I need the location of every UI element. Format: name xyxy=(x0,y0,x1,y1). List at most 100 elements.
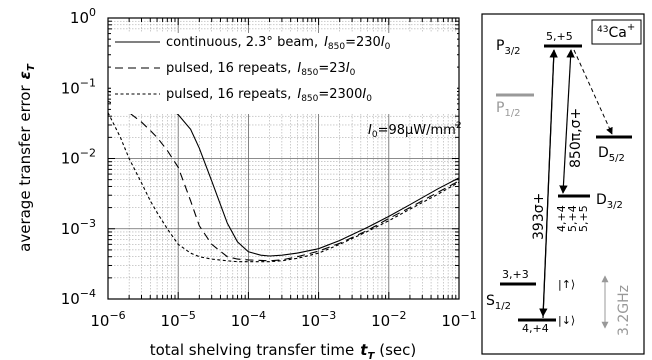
legend-value: =2300 xyxy=(318,87,362,102)
annotation-symbol: I xyxy=(368,123,372,138)
series-lines xyxy=(107,90,460,263)
chart: 10−6 10−5 10−4 10−3 10−2 10−1 10−410−310−210−… xyxy=(16,6,477,360)
y-tick-base: 10 xyxy=(61,150,80,168)
legend-subscript: 850 xyxy=(328,42,345,52)
d52-sub: 5/2 xyxy=(609,153,625,164)
p32-letter: P xyxy=(496,38,504,54)
splitting-label: 3.2GHz xyxy=(616,285,632,336)
p12-sub: 1/2 xyxy=(504,108,520,119)
y-axis-label-text: average transfer error xyxy=(16,85,34,252)
y-tick-label: 100 xyxy=(70,6,96,27)
x-tick-base: 10 xyxy=(231,312,250,330)
x-axis-unit: (sec) xyxy=(379,341,416,359)
x-tick-base: 10 xyxy=(161,312,180,330)
x-axis-label: total shelving transfer time tT (sec) xyxy=(150,341,417,360)
annotation-sup: 2 xyxy=(456,121,462,131)
s12-upper-label: 3,+3 xyxy=(502,268,529,281)
x-tick-exp: −2 xyxy=(390,309,406,322)
s12-lower-label: 4,+4 xyxy=(522,322,549,335)
s12-letter: S xyxy=(486,293,495,309)
ion-name: Ca xyxy=(608,25,626,41)
x-tick-base: 10 xyxy=(301,312,320,330)
p32-sub: 3/2 xyxy=(504,46,520,57)
d52-letter: D xyxy=(598,145,609,161)
annotation-sub: 0 xyxy=(372,130,378,140)
d32-sublevel-2: 5,+4 xyxy=(566,205,579,232)
arrow-393-return xyxy=(539,49,555,317)
x-tick-base: 10 xyxy=(441,312,460,330)
y-tick-exp: −3 xyxy=(80,217,96,230)
legend-unit-symbol: I xyxy=(346,61,350,76)
series-line-2 xyxy=(107,100,460,262)
x-tick-label: 10−5 xyxy=(161,309,196,330)
series-line-3 xyxy=(107,112,460,263)
legend-symbol: I xyxy=(297,87,301,102)
x-tick-label: 10−6 xyxy=(90,309,125,330)
ion-mass-number: 43 xyxy=(597,25,608,35)
y-tick-base: 10 xyxy=(61,79,80,97)
y-tick-base: 10 xyxy=(61,290,80,308)
legend: continuous, 2.3° beam, I850=230I0pulsed, … xyxy=(111,33,457,114)
legend-label-2: pulsed, 16 repeats, I850=23I0 xyxy=(166,61,356,78)
y-tick-base: 10 xyxy=(70,9,89,27)
legend-unit-symbol: I xyxy=(362,87,366,102)
label-p12: P1/2 xyxy=(496,100,521,119)
legend-unit-sub: 0 xyxy=(366,94,372,104)
s12-sub: 1/2 xyxy=(495,301,511,312)
y-tick-label: 10−1 xyxy=(61,76,96,97)
d32-sublevel-1: 4,+4 xyxy=(555,205,568,232)
y-tick-exp: 0 xyxy=(89,6,96,19)
label-s12: S1/2 xyxy=(486,293,511,312)
arrow-decay-d52 xyxy=(573,49,613,135)
y-axis-symbol: ε xyxy=(16,71,34,79)
legend-name: pulsed, 16 repeats, xyxy=(166,87,291,102)
label-d32: D3/2 xyxy=(596,192,623,211)
legend-background xyxy=(111,33,457,114)
legend-unit-sub: 0 xyxy=(385,42,391,52)
x-tick-exp: −5 xyxy=(180,309,196,322)
d32-sublevel-3: 5,+5 xyxy=(577,205,590,232)
x-tick-label: 10−2 xyxy=(371,309,406,330)
y-axis-subscript: T xyxy=(26,63,37,71)
y-tick-label: 10−2 xyxy=(61,147,96,168)
x-tick-label: 10−1 xyxy=(441,309,476,330)
y-axis-label: average transfer error εT xyxy=(16,63,37,252)
p32-sublevel: 5,+5 xyxy=(546,30,573,43)
y-tick-exp: −2 xyxy=(80,147,96,160)
legend-symbol: I xyxy=(324,35,328,50)
arrow-850 xyxy=(559,49,575,194)
legend-subscript: 850 xyxy=(301,68,318,78)
p12-letter: P xyxy=(496,100,504,116)
label-d52: D5/2 xyxy=(598,145,625,164)
level-diagram-frame xyxy=(481,13,645,355)
d32-sub: 3/2 xyxy=(607,200,623,211)
legend-unit-symbol: I xyxy=(381,35,385,50)
x-axis-symbol: t xyxy=(360,341,368,359)
label-850: 850π,σ+ xyxy=(568,108,584,168)
legend-symbol: I xyxy=(297,61,301,76)
legend-label-3: pulsed, 16 repeats, I850=2300I0 xyxy=(166,87,372,104)
legend-unit-sub: 0 xyxy=(350,68,356,78)
y-tick-base: 10 xyxy=(61,220,80,238)
ket-up: |↑⟩ xyxy=(558,278,575,291)
d32-letter: D xyxy=(596,192,607,208)
ion-charge: + xyxy=(627,22,635,33)
x-tick-exp: −6 xyxy=(109,309,125,322)
ion-label-box xyxy=(591,19,642,45)
label-393: 393σ+ xyxy=(531,193,547,240)
label-p32: P3/2 xyxy=(496,38,521,57)
legend-value: =23 xyxy=(318,61,345,76)
x-tick-base: 10 xyxy=(90,312,109,330)
x-tick-exp: −1 xyxy=(460,309,476,322)
annotation-text: =98μW/mm xyxy=(378,123,456,138)
ket-down: |↓⟩ xyxy=(558,314,575,327)
x-tick-label: 10−4 xyxy=(231,309,266,330)
legend-name: pulsed, 16 repeats, xyxy=(166,61,291,76)
intensity-annotation: I0=98μW/mm2 xyxy=(368,121,462,140)
legend-value: =230 xyxy=(345,35,381,50)
x-tick-exp: −4 xyxy=(250,309,266,322)
y-tick-label: 10−4 xyxy=(61,287,96,308)
x-axis-label-text: total shelving transfer time xyxy=(150,341,355,359)
